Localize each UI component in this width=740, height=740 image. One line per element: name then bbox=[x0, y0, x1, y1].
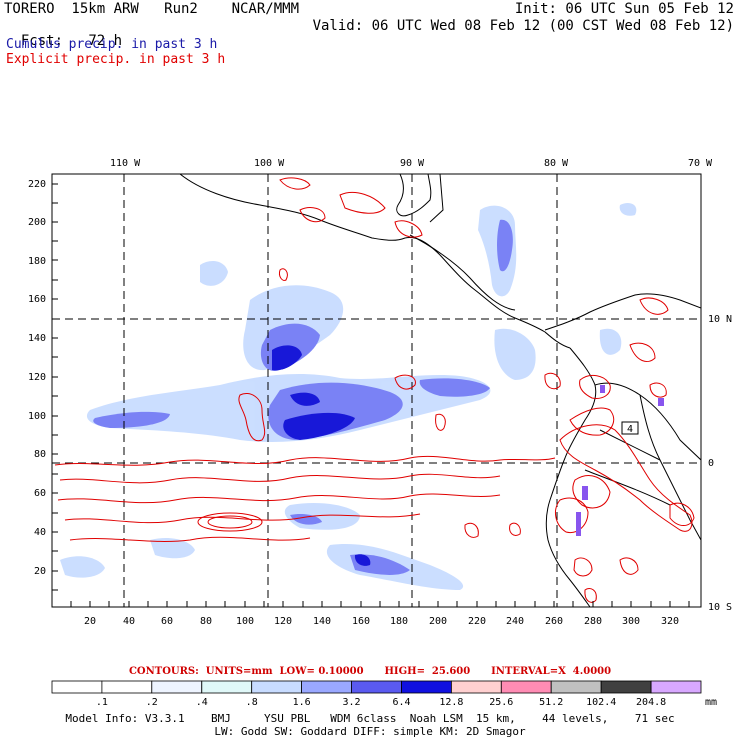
grid-y-label: 100 bbox=[28, 411, 46, 422]
grid-y-label: 120 bbox=[28, 372, 46, 383]
lat-label-10s: 10 S bbox=[708, 602, 732, 613]
colorbar-label: 3.2 bbox=[342, 697, 360, 708]
init-time: Init: 06 UTC Sun 05 Feb 12 bbox=[514, 1, 734, 17]
colorbar-swatch bbox=[51, 680, 103, 694]
colorbar-label: 51.2 bbox=[539, 697, 563, 708]
field-explicit-label: Explicit precip. in past 3 h bbox=[6, 52, 226, 67]
explicit-precip-contours bbox=[54, 177, 695, 603]
grid-x-label: 40 bbox=[123, 616, 135, 627]
grid-y-label: 200 bbox=[28, 217, 46, 228]
colorbar-label: .2 bbox=[146, 697, 158, 708]
left-grid-labels: 220 200 180 160 140 120 100 80 60 40 20 bbox=[28, 179, 46, 577]
colorbar-swatch bbox=[151, 680, 203, 694]
grid-x-label: 200 bbox=[429, 616, 447, 627]
model-info-line1: Model Info: V3.3.1 BMJ YSU PBL WDM 6clas… bbox=[65, 712, 675, 725]
frame-ticks bbox=[52, 183, 690, 607]
lon-label-110w: 110 W bbox=[110, 158, 141, 169]
grid-y-label: 220 bbox=[28, 179, 46, 190]
colorbar-label: .8 bbox=[246, 697, 258, 708]
labeled-box-text: 4 bbox=[627, 424, 633, 435]
longitude-labels: 110 W 100 W 90 W 80 W 70 W bbox=[110, 158, 713, 169]
grid-x-label: 80 bbox=[200, 616, 212, 627]
colorbar-swatch bbox=[450, 680, 502, 694]
grid-y-label: 60 bbox=[34, 488, 46, 499]
lat-label-0: 0 bbox=[708, 458, 714, 469]
colorbar-swatch bbox=[500, 680, 552, 694]
colorbar-swatch bbox=[301, 680, 352, 694]
grid-x-label: 240 bbox=[506, 616, 524, 627]
grid-x-label: 160 bbox=[352, 616, 370, 627]
grid-x-label: 20 bbox=[84, 616, 96, 627]
lon-label-100w: 100 W bbox=[254, 158, 285, 169]
colorbar-swatch bbox=[401, 680, 452, 694]
grid-y-label: 40 bbox=[34, 527, 46, 538]
grid-x-label: 100 bbox=[236, 616, 254, 627]
colorbar-swatch bbox=[201, 680, 253, 694]
heavy-precip-spots bbox=[576, 385, 664, 536]
grid-x-label: 180 bbox=[390, 616, 408, 627]
lon-label-80w: 80 W bbox=[544, 158, 569, 169]
precip-shading bbox=[60, 203, 637, 590]
grid-x-label: 300 bbox=[622, 616, 640, 627]
colorbar-label: 1.6 bbox=[293, 697, 311, 708]
grid-y-label: 180 bbox=[28, 256, 46, 267]
lat-lon-grid bbox=[52, 174, 701, 607]
grid-x-label: 260 bbox=[545, 616, 563, 627]
bottom-grid-labels: 20 40 60 80 100 120 140 160 180 200 220 … bbox=[84, 616, 679, 627]
lat-label-10n: 10 N bbox=[708, 314, 732, 325]
colorbar-swatch bbox=[101, 680, 153, 694]
lon-label-70w: 70 W bbox=[688, 158, 713, 169]
labeled-box bbox=[621, 421, 639, 435]
forecast-hour: Fcst: 72 h bbox=[4, 19, 122, 49]
grid-y-label: 80 bbox=[34, 449, 46, 460]
colorbar-label: 25.6 bbox=[489, 697, 513, 708]
lon-label-90w: 90 W bbox=[400, 158, 425, 169]
colorbar: .1 .2 .4 .8 1.6 3.2 6.4 12.8 25.6 51.2 102.4 204.8 m… bbox=[51, 680, 717, 708]
grid-x-label: 320 bbox=[661, 616, 679, 627]
colorbar-label: 204.8 bbox=[636, 697, 666, 708]
valid-time: Valid: 06 UTC Wed 08 Feb 12 (00 CST Wed … bbox=[312, 18, 734, 34]
colorbar-label: .1 bbox=[96, 697, 108, 708]
map-frame bbox=[51, 173, 702, 608]
colorbar-label: 6.4 bbox=[392, 697, 410, 708]
contour-info: CONTOURS: UNITS=mm LOW= 0.10000 HIGH= 25… bbox=[128, 666, 612, 677]
colorbar-label: 12.8 bbox=[439, 697, 463, 708]
colorbar-label: .4 bbox=[196, 697, 208, 708]
run-title: TORERO 15km ARW Run2 NCAR/MMM bbox=[4, 1, 300, 17]
forecast-label: Fcst: bbox=[20, 33, 64, 49]
field-cumulus-label: Cumulus precip. in past 3 h bbox=[6, 37, 218, 52]
grid-y-label: 160 bbox=[28, 294, 46, 305]
latitude-labels: 10 N 0 10 S bbox=[708, 314, 732, 613]
grid-y-label: 20 bbox=[34, 566, 46, 577]
grid-y-label: 140 bbox=[28, 333, 46, 344]
colorbar-swatch bbox=[650, 680, 702, 694]
colorbar-units: mm bbox=[705, 697, 717, 708]
grid-x-label: 120 bbox=[274, 616, 292, 627]
grid-x-label: 220 bbox=[468, 616, 486, 627]
colorbar-swatch bbox=[550, 680, 602, 694]
colorbar-swatch bbox=[600, 680, 652, 694]
grid-x-label: 280 bbox=[584, 616, 602, 627]
grid-x-label: 60 bbox=[161, 616, 173, 627]
forecast-value: 72 h bbox=[88, 33, 123, 49]
colorbar-swatch bbox=[351, 680, 402, 694]
colorbar-swatch bbox=[251, 680, 302, 694]
model-info-line2: LW: Godd SW: Goddard DIFF: simple KM: 2D… bbox=[214, 725, 526, 738]
colorbar-label: 102.4 bbox=[586, 697, 616, 708]
grid-x-label: 140 bbox=[313, 616, 331, 627]
